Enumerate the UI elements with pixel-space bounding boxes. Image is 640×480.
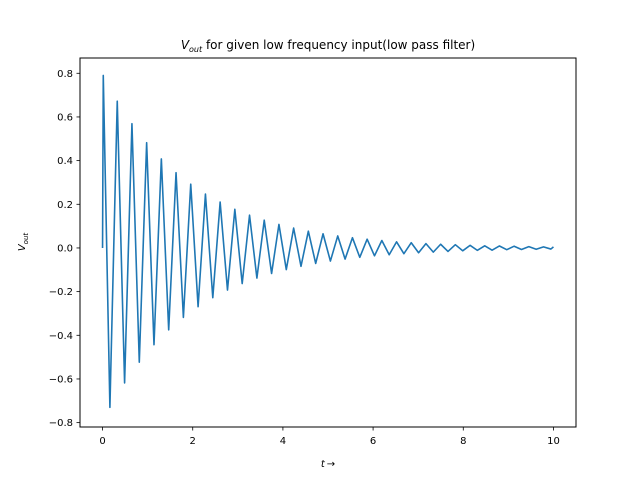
x-tick-label: 4 xyxy=(280,436,286,447)
y-tick-label: −0.2 xyxy=(49,287,73,298)
x-tick-label: 2 xyxy=(190,436,196,447)
plot-area xyxy=(101,74,554,409)
y-tick-label: 0.4 xyxy=(57,156,73,167)
series-line xyxy=(101,74,554,409)
y-tick-label: −0.8 xyxy=(49,418,73,429)
y-axis-ticks: −0.8 −0.6 −0.4 −0.2 0.0 0.2 0.4 0.6 0.8 xyxy=(49,69,80,429)
chart-title: Vout for given low frequency input(low p… xyxy=(181,38,475,54)
y-axis-label: Vout xyxy=(17,233,30,252)
x-tick-label: 0 xyxy=(99,436,105,447)
x-tick-label: 10 xyxy=(547,436,560,447)
x-axis-label: t → xyxy=(321,459,335,470)
y-tick-label: 0.6 xyxy=(57,112,73,123)
y-tick-label: 0.2 xyxy=(57,200,73,211)
x-tick-label: 6 xyxy=(370,436,376,447)
x-axis-ticks: 0 2 4 6 8 10 xyxy=(99,427,560,447)
axes-frame xyxy=(79,57,577,428)
x-tick-label: 8 xyxy=(460,436,466,447)
y-tick-label: −0.6 xyxy=(49,374,73,385)
y-tick-label: −0.4 xyxy=(49,331,73,342)
y-tick-label: 0.0 xyxy=(57,243,73,254)
y-tick-label: 0.8 xyxy=(57,69,73,80)
